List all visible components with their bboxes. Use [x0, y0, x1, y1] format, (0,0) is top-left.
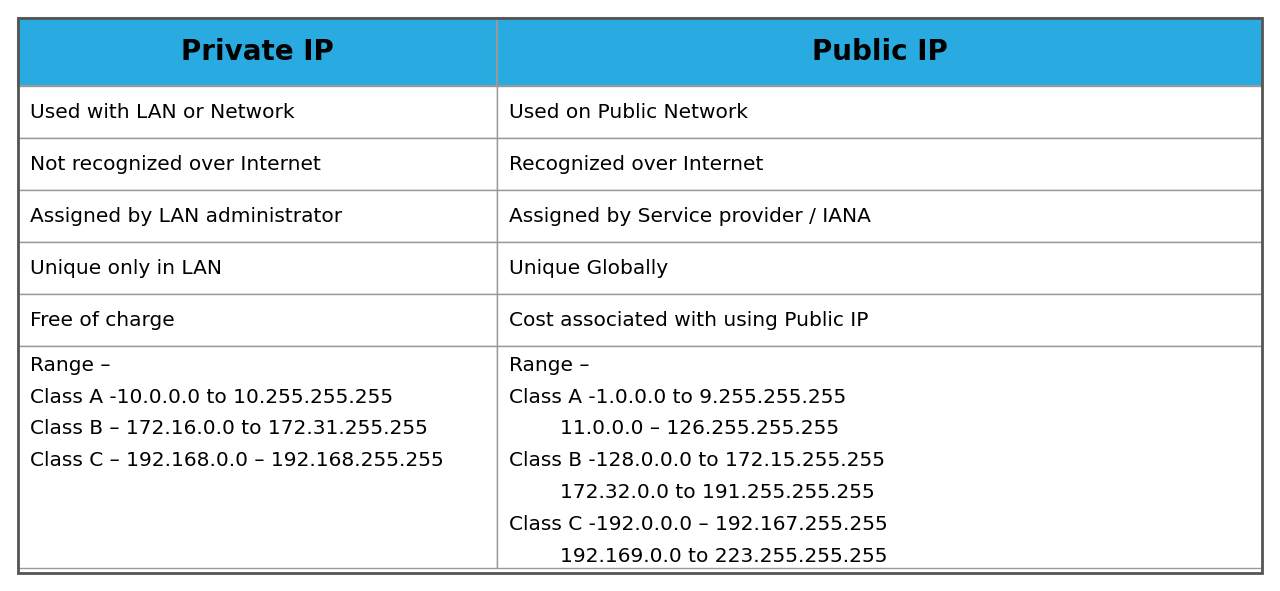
Text: Unique Globally: Unique Globally	[509, 258, 668, 278]
Bar	[497, 346, 1262, 568]
Text: Public IP: Public IP	[812, 38, 947, 66]
Text: Assigned by Service provider / IANA: Assigned by Service provider / IANA	[509, 206, 870, 226]
Text: Free of charge: Free of charge	[29, 310, 175, 330]
Bar	[497, 242, 1262, 294]
Text: Recognized over Internet: Recognized over Internet	[509, 154, 763, 174]
Bar	[497, 138, 1262, 190]
Bar	[18, 86, 497, 138]
Text: Not recognized over Internet: Not recognized over Internet	[29, 154, 321, 174]
Bar	[18, 294, 497, 346]
Text: Cost associated with using Public IP: Cost associated with using Public IP	[509, 310, 868, 330]
Bar	[497, 86, 1262, 138]
Bar	[18, 346, 497, 568]
Bar	[18, 18, 497, 86]
Text: Used on Public Network: Used on Public Network	[509, 102, 748, 122]
Text: Unique only in LAN: Unique only in LAN	[29, 258, 221, 278]
Bar	[497, 294, 1262, 346]
Bar	[18, 242, 497, 294]
Text: Private IP: Private IP	[180, 38, 334, 66]
Bar	[497, 190, 1262, 242]
Text: Used with LAN or Network: Used with LAN or Network	[29, 102, 294, 122]
Bar	[497, 18, 1262, 86]
Text: Assigned by LAN administrator: Assigned by LAN administrator	[29, 206, 342, 226]
Bar	[18, 190, 497, 242]
Text: Range –
Class A -1.0.0.0 to 9.255.255.255
        11.0.0.0 – 126.255.255.255
Cla: Range – Class A -1.0.0.0 to 9.255.255.25…	[509, 356, 888, 566]
Bar	[18, 138, 497, 190]
Text: Range –
Class A -10.0.0.0 to 10.255.255.255
Class B – 172.16.0.0 to 172.31.255.2: Range – Class A -10.0.0.0 to 10.255.255.…	[29, 356, 444, 470]
